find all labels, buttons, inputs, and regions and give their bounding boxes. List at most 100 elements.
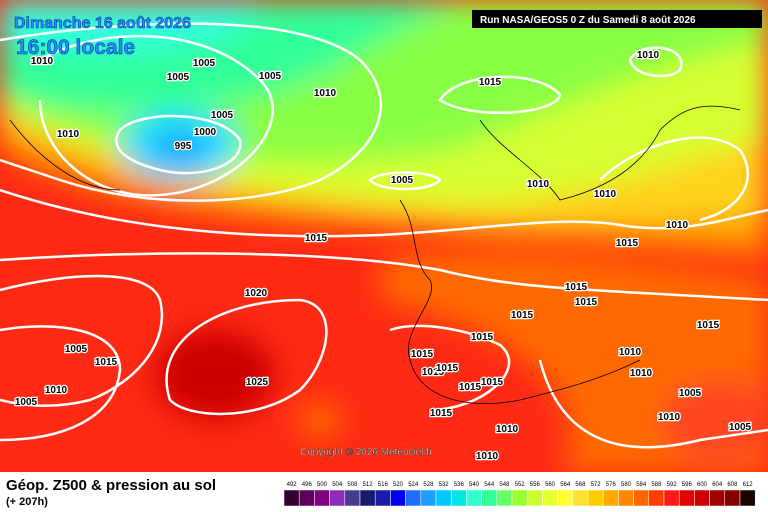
color-swatch [496,489,513,507]
color-swatch [359,489,376,507]
color-swatch [739,489,756,507]
scale-label: 588 [651,482,662,488]
coastlines [9,105,741,404]
isobar-label: 1015 [459,382,482,393]
color-swatch [420,489,437,507]
isobar-label: 1015 [305,233,328,244]
isobar-label: 1015 [697,320,720,331]
legend-title: Géop. Z500 & pression au sol [6,477,216,494]
color-swatch [526,489,543,507]
isobar-label: 1025 [246,377,269,388]
scale-label: 584 [636,482,647,488]
color-swatch [709,489,726,507]
scale-label: 592 [667,482,678,488]
isobar-label: 1010 [594,189,617,200]
isobar-label: 995 [175,141,192,152]
isobar-label: 1015 [411,349,434,360]
date-label: Dimanche 16 août 2026 [14,15,191,32]
scale-label: 604 [712,482,723,488]
color-swatch [435,489,452,507]
scale-label: 524 [408,482,419,488]
scale-label: 568 [575,482,586,488]
legend-subtitle: (+ 207h) [6,496,48,508]
color-scale: 492 496 500 504 508 512 516 520 524 528 532 536 540 5… [283,482,756,507]
color-swatch [481,489,498,507]
color-swatch [298,489,315,507]
scale-label: 492 [287,482,298,488]
color-swatch [329,489,346,507]
color-swatch [633,489,650,507]
isobar-label: 1010 [527,179,550,190]
isobar-label: 1015 [479,77,502,88]
scale-label: 596 [682,482,693,488]
isobar-label: 1010 [630,368,653,379]
scale-label: 536 [454,482,465,488]
color-swatch [618,489,634,507]
isobar-label: 1010 [57,129,80,140]
scale-label: 532 [439,482,450,488]
scale-label: 540 [469,482,480,488]
scale-label: 612 [743,482,754,488]
color-swatch [511,489,528,507]
color-swatch [557,489,574,507]
isobar-label: 1005 [167,72,190,83]
color-swatch [390,489,406,507]
color-swatch [344,489,361,507]
run-box [472,10,762,28]
color-swatch [572,489,589,507]
isobar-label: 1005 [679,388,702,399]
isobar-label: 1015 [511,310,534,321]
scale-label: 516 [378,482,389,488]
isobar-label: 1005 [15,397,38,408]
scale-label: 504 [332,482,343,488]
isobar-label: 1010 [658,412,681,423]
scale-label: 580 [621,482,632,488]
isobar-label: 1010 [314,88,337,99]
isobar-label: 1010 [619,347,642,358]
isobar-label: 1015 [436,363,459,374]
color-swatch [648,489,665,507]
color-swatch [663,489,680,507]
isobar-label: 1005 [65,344,88,355]
isobar-label: 1005 [193,58,216,69]
scale-label: 564 [560,482,571,488]
color-swatch [314,489,330,507]
color-swatch [587,489,604,507]
color-swatch [542,489,558,507]
isobar-label: 1000 [194,127,217,138]
isobar-label: 1010 [31,56,54,67]
scale-label: 608 [727,482,738,488]
scale-label: 560 [545,482,556,488]
isobar-label: 1015 [565,282,588,293]
time-label: 16:00 locale [16,36,135,59]
scale-label: 500 [317,482,328,488]
scale-label: 576 [606,482,617,488]
isobar-label: 1010 [496,424,519,435]
color-swatch [602,489,619,507]
scale-label: 496 [302,482,313,488]
color-swatch [450,489,467,507]
color-swatch [374,489,391,507]
isobar-label: 1015 [95,357,118,368]
scale-label: 572 [591,482,602,488]
scale-label: 520 [393,482,404,488]
scale-label: 508 [347,482,358,488]
isobar-label: 1005 [729,422,752,433]
isobar-label: 1015 [471,332,494,343]
isobar-label: 1015 [481,377,504,388]
color-swatch [466,489,482,507]
isobar-label: 1020 [245,288,268,299]
isobar-label: 1015 [575,297,598,308]
isobar-label: 1005 [391,175,414,186]
scale-label: 544 [484,482,495,488]
copyright: Copyright © 2026 Meteociel.fr [300,447,433,458]
scale-label: 528 [423,482,434,488]
color-swatch [678,489,695,507]
scale-label: 548 [499,482,510,488]
color-swatch [694,489,710,507]
color-swatch [405,489,422,507]
scale-label: 600 [697,482,708,488]
isobar-label: 1010 [476,451,499,462]
